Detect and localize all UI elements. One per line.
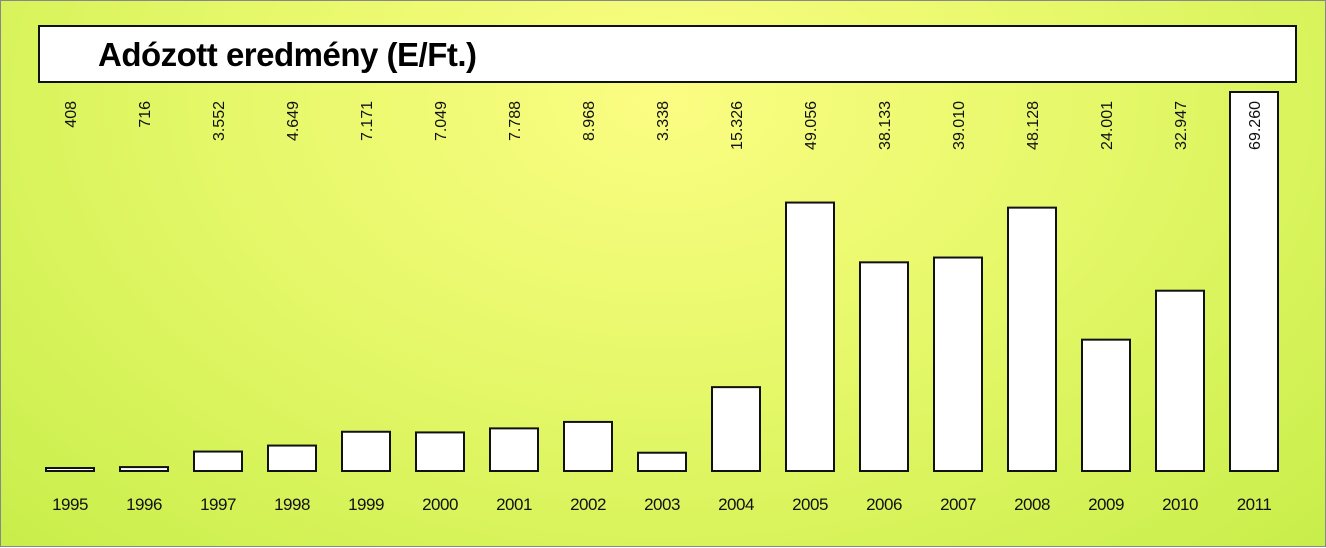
bar-2005: [785, 201, 835, 472]
value-label-2002: 8.968: [581, 101, 598, 141]
category-label-2008: 2008: [1014, 495, 1050, 514]
category-label-2004: 2004: [718, 495, 754, 514]
category-label-2007: 2007: [940, 495, 976, 514]
value-label-1999: 7.171: [359, 101, 376, 141]
bar-2006: [859, 261, 909, 472]
category-label-2002: 2002: [570, 495, 606, 514]
value-label-2000: 7.049: [433, 101, 450, 141]
bar-1999: [341, 430, 391, 473]
category-label-2003: 2003: [644, 495, 680, 514]
value-label-2008: 48.128: [1025, 101, 1042, 150]
bar-2002: [563, 420, 613, 472]
value-label-2010: 32.947: [1173, 101, 1190, 150]
category-label-2011: 2011: [1237, 495, 1272, 514]
bar-2001: [489, 427, 539, 473]
value-label-2011: 69.260: [1247, 101, 1264, 150]
bar-2008: [1007, 206, 1057, 472]
bar-1995: [45, 467, 95, 472]
category-label-2006: 2006: [866, 495, 902, 514]
bar-2011: [1229, 91, 1279, 472]
bar-1998: [267, 444, 317, 473]
category-label-1997: 1997: [200, 495, 236, 514]
category-label-2005: 2005: [792, 495, 828, 514]
category-label-2009: 2009: [1088, 495, 1124, 514]
bar-2004: [711, 386, 761, 472]
chart-title-box: Adózott eredmény (E/Ft.): [38, 25, 1297, 83]
value-label-2007: 39.010: [951, 101, 968, 150]
bar-1996: [119, 466, 169, 472]
value-label-2006: 38.133: [877, 101, 894, 150]
category-label-2001: 2001: [496, 495, 532, 514]
value-label-2009: 24.001: [1099, 101, 1116, 150]
value-label-1996: 716: [137, 101, 154, 128]
category-label-1998: 1998: [274, 495, 310, 514]
category-label-2000: 2000: [422, 495, 458, 514]
value-label-1995: 408: [63, 101, 80, 128]
category-label-1995: 1995: [52, 495, 88, 514]
bar-2007: [933, 256, 983, 472]
bar-2009: [1081, 338, 1131, 472]
bar-2000: [415, 431, 465, 473]
bar-2010: [1155, 289, 1205, 472]
category-label-1999: 1999: [348, 495, 384, 514]
category-label-1996: 1996: [126, 495, 162, 514]
value-label-2003: 3.338: [655, 101, 672, 141]
value-label-2001: 7.788: [507, 101, 524, 141]
bar-1997: [193, 450, 243, 473]
value-label-1997: 3.552: [211, 101, 228, 141]
chart-title: Adózott eredmény (E/Ft.): [98, 36, 477, 73]
value-label-1998: 4.649: [285, 101, 302, 141]
bar-2003: [637, 451, 687, 472]
category-label-2010: 2010: [1162, 495, 1198, 514]
value-label-2005: 49.056: [803, 101, 820, 150]
value-label-2004: 15.326: [729, 101, 746, 150]
